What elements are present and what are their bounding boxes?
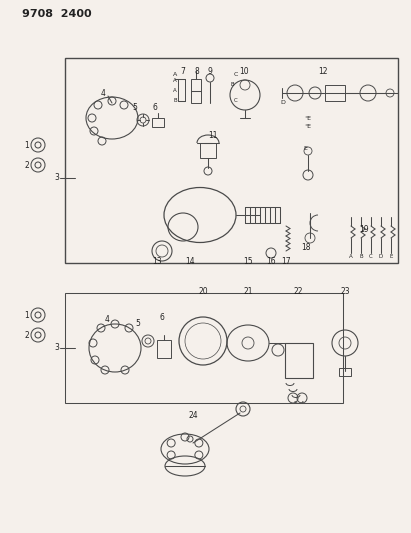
Text: 21: 21: [243, 287, 253, 295]
Text: B: B: [230, 83, 234, 87]
Bar: [65, 58, 398, 263]
Text: 6: 6: [159, 313, 164, 322]
Text: 4: 4: [101, 88, 106, 98]
Text: 11: 11: [208, 131, 218, 140]
Text: 5: 5: [136, 319, 141, 327]
Text: 1: 1: [25, 141, 29, 149]
Text: C: C: [234, 98, 238, 102]
Text: 18: 18: [301, 244, 311, 253]
Text: B: B: [173, 99, 177, 103]
Text: 13: 13: [152, 256, 162, 265]
Text: 22: 22: [293, 287, 303, 295]
Bar: [157, 340, 171, 358]
Text: 20: 20: [198, 287, 208, 295]
Text: D: D: [281, 101, 285, 106]
Text: 12: 12: [318, 67, 328, 76]
Text: C: C: [234, 72, 238, 77]
Text: 16: 16: [266, 256, 276, 265]
Bar: [285, 343, 313, 378]
Text: E: E: [389, 254, 393, 260]
Text: 5: 5: [133, 103, 137, 112]
Text: D: D: [379, 254, 383, 260]
Text: 2: 2: [25, 160, 29, 169]
Text: 4: 4: [104, 316, 109, 325]
Text: A: A: [173, 88, 177, 93]
Text: 24: 24: [188, 410, 198, 419]
Text: 2: 2: [25, 330, 29, 340]
Text: °E: °E: [305, 124, 312, 128]
Text: 1: 1: [25, 311, 29, 319]
Text: 17: 17: [281, 256, 291, 265]
Text: 6: 6: [152, 103, 157, 112]
Text: 3: 3: [55, 174, 60, 182]
Text: C: C: [369, 254, 373, 260]
Text: A: A: [349, 254, 353, 260]
Text: B: B: [359, 254, 363, 260]
Bar: [152, 118, 164, 127]
Text: 8: 8: [195, 67, 199, 76]
Text: 19: 19: [359, 225, 369, 235]
Bar: [200, 143, 216, 158]
Text: 7: 7: [180, 67, 185, 76]
Bar: [65, 293, 343, 403]
Text: 9: 9: [208, 67, 212, 76]
Bar: [178, 79, 185, 101]
Bar: [339, 368, 351, 376]
Bar: [191, 79, 201, 103]
Text: 9708  2400: 9708 2400: [22, 9, 92, 19]
Bar: [325, 85, 345, 101]
Text: 14: 14: [185, 256, 195, 265]
Text: 3: 3: [55, 343, 60, 352]
Text: 15: 15: [243, 256, 253, 265]
Text: A: A: [173, 72, 177, 77]
Text: E: E: [303, 146, 307, 150]
Text: 23: 23: [340, 287, 350, 295]
Text: °E: °E: [305, 116, 312, 120]
Text: A: A: [173, 78, 177, 84]
Text: 10: 10: [239, 67, 249, 76]
